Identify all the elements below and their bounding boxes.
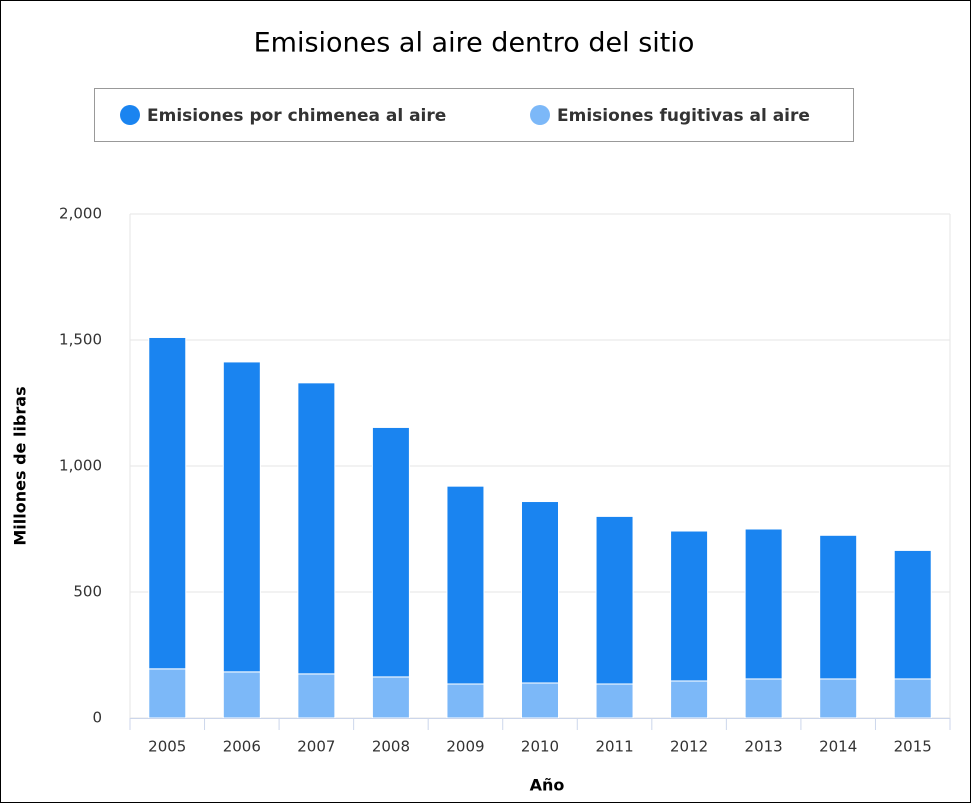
y-tick-label: 500 <box>73 583 102 601</box>
chart-title: Emisiones al aire dentro del sitio <box>254 28 695 59</box>
bar <box>297 382 336 675</box>
bar <box>595 683 634 719</box>
bar <box>446 485 485 685</box>
x-axis-title: Año <box>530 776 565 795</box>
y-tick-label: 1,500 <box>59 331 102 349</box>
x-tick-label: 2014 <box>819 738 857 756</box>
bar <box>521 682 559 719</box>
bar <box>893 549 932 680</box>
y-axis-title: Millones de libras <box>11 386 30 545</box>
x-tick-label: 2008 <box>372 738 410 756</box>
bar <box>670 530 709 682</box>
bar <box>595 515 634 685</box>
bar <box>744 678 783 719</box>
x-tick-label: 2012 <box>670 738 708 756</box>
legend-marker <box>120 105 140 125</box>
y-tick-label: 2,000 <box>59 205 102 223</box>
y-tick-label: 0 <box>92 709 102 727</box>
x-tick-label: 2005 <box>148 738 186 756</box>
x-tick-label: 2011 <box>595 738 633 756</box>
legend-marker <box>530 105 550 125</box>
bar <box>148 336 187 670</box>
x-tick-label: 2010 <box>521 738 559 756</box>
bar <box>148 668 187 719</box>
x-tick-label: 2006 <box>223 738 261 756</box>
x-tick-label: 2015 <box>894 738 932 756</box>
x-tick-label: 2009 <box>446 738 484 756</box>
legend <box>94 88 854 142</box>
bar <box>371 426 410 678</box>
legend-label: Emisiones por chimenea al aire <box>147 106 446 126</box>
bar <box>446 683 485 719</box>
x-tick-label: 2013 <box>745 738 783 756</box>
bar <box>521 501 559 684</box>
bar <box>819 678 858 719</box>
legend-label: Emisiones fugitivas al aire <box>557 106 810 126</box>
bar <box>222 361 261 673</box>
y-tick-label: 1,000 <box>59 457 102 475</box>
bar <box>670 680 709 719</box>
bar <box>297 673 336 719</box>
bar <box>893 678 932 719</box>
bar <box>222 671 261 719</box>
bar <box>371 676 410 719</box>
bar <box>744 528 783 680</box>
x-tick-label: 2007 <box>297 738 335 756</box>
bar <box>819 534 858 680</box>
